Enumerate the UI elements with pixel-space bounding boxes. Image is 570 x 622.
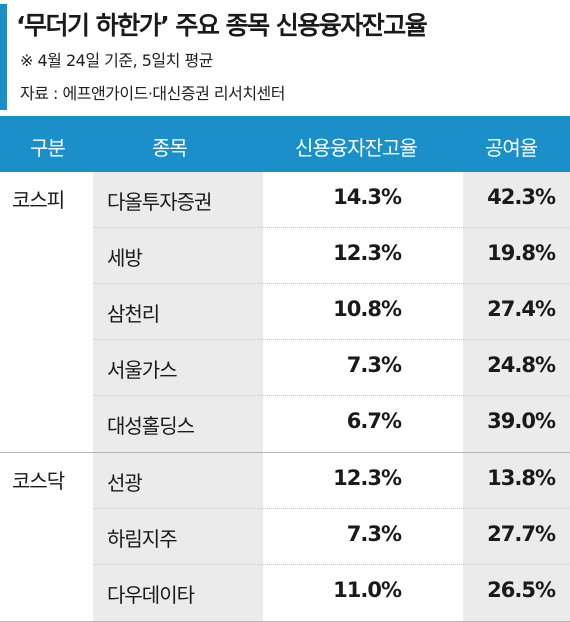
row-divider bbox=[93, 508, 570, 509]
group-label: 코스피 bbox=[12, 188, 65, 212]
supply-ratio-value: 39.0% bbox=[487, 409, 556, 433]
table-row: 다우데이타 11.0% 26.5% bbox=[0, 565, 570, 621]
table-header: 구분 종목 신용융자잔고율 공여율 bbox=[0, 116, 570, 172]
stock-name-cell: 삼천리 bbox=[93, 284, 263, 340]
chart-title: ‘무더기 하한가’ 주요 종목 신용융자잔고율 bbox=[16, 11, 428, 40]
table-row: 삼천리 10.8% 27.4% bbox=[0, 284, 570, 340]
supply-ratio-value: 24.8% bbox=[487, 353, 556, 377]
supply-ratio-value: 26.5% bbox=[487, 578, 556, 602]
credit-ratio-cell: 12.3% bbox=[263, 228, 463, 284]
stock-name: 다우데이타 bbox=[107, 583, 195, 607]
credit-ratio-value: 14.3% bbox=[333, 185, 402, 209]
supply-ratio-value: 13.8% bbox=[487, 466, 556, 490]
supply-ratio-cell: 13.8% bbox=[463, 453, 570, 509]
table-row: 서울가스 7.3% 24.8% bbox=[0, 340, 570, 396]
row-divider bbox=[93, 395, 570, 396]
table-row: 선광 12.3% 13.8% bbox=[0, 453, 570, 509]
stock-name-cell: 하림지주 bbox=[93, 509, 263, 565]
group-label: 코스닥 bbox=[12, 469, 65, 493]
stock-name: 대성홀딩스 bbox=[107, 414, 195, 438]
stock-name-cell: 서울가스 bbox=[93, 340, 263, 396]
credit-ratio-value: 12.3% bbox=[333, 241, 402, 265]
credit-ratio-cell: 6.7% bbox=[263, 396, 463, 452]
credit-ratio-value: 6.7% bbox=[346, 409, 402, 433]
table-group: 코스피 다올투자증권 14.3% 42.3% 세방 12.3% 19.8% 삼천리 10.8% 2… bbox=[0, 172, 570, 453]
credit-ratio-value: 10.8% bbox=[333, 297, 402, 321]
stock-name: 삼천리 bbox=[107, 302, 160, 326]
credit-ratio-cell: 7.3% bbox=[263, 509, 463, 565]
header-supply-ratio: 공여율 bbox=[485, 136, 538, 160]
stock-name-cell: 세방 bbox=[93, 228, 263, 284]
supply-ratio-cell: 42.3% bbox=[463, 172, 570, 228]
stock-name-cell: 다올투자증권 bbox=[93, 172, 263, 228]
table-row: 대성홀딩스 6.7% 39.0% bbox=[0, 396, 570, 452]
credit-ratio-cell: 11.0% bbox=[263, 565, 463, 621]
supply-ratio-value: 27.4% bbox=[487, 297, 556, 321]
supply-ratio-cell: 24.8% bbox=[463, 340, 570, 396]
credit-ratio-cell: 14.3% bbox=[263, 172, 463, 228]
credit-ratio-cell: 7.3% bbox=[263, 340, 463, 396]
table-row: 하림지주 7.3% 27.7% bbox=[0, 509, 570, 565]
stock-name-cell: 대성홀딩스 bbox=[93, 396, 263, 452]
table-row: 세방 12.3% 19.8% bbox=[0, 228, 570, 284]
credit-ratio-cell: 10.8% bbox=[263, 284, 463, 340]
supply-ratio-cell: 27.7% bbox=[463, 509, 570, 565]
stock-name: 다올투자증권 bbox=[107, 190, 212, 214]
credit-ratio-table: 구분 종목 신용융자잔고율 공여율 코스피 다올투자증권 14.3% 42.3% 세방 1… bbox=[0, 116, 570, 622]
group-column: 코스닥 bbox=[0, 453, 93, 621]
row-divider bbox=[93, 339, 570, 340]
table-group: 코스닥 선광 12.3% 13.8% 하림지주 7.3% 27.7% 다우데이타 11.0% 26… bbox=[0, 453, 570, 622]
stock-name: 세방 bbox=[107, 246, 143, 270]
credit-ratio-value: 7.3% bbox=[346, 353, 402, 377]
supply-ratio-cell: 39.0% bbox=[463, 396, 570, 452]
stock-name: 선광 bbox=[107, 471, 143, 495]
row-divider bbox=[93, 283, 570, 284]
supply-ratio-cell: 19.8% bbox=[463, 228, 570, 284]
basis-note: ※ 4월 24일 기준, 5일치 평균 bbox=[20, 51, 213, 70]
stock-name-cell: 선광 bbox=[93, 453, 263, 509]
credit-ratio-value: 7.3% bbox=[346, 522, 402, 546]
header-group: 구분 bbox=[30, 136, 66, 160]
stock-name: 서울가스 bbox=[107, 358, 178, 382]
supply-ratio-cell: 27.4% bbox=[463, 284, 570, 340]
header-credit-ratio: 신용융자잔고율 bbox=[295, 136, 418, 160]
supply-ratio-cell: 26.5% bbox=[463, 565, 570, 621]
credit-ratio-value: 12.3% bbox=[333, 466, 402, 490]
stock-name: 하림지주 bbox=[107, 527, 178, 551]
table-body: 코스피 다올투자증권 14.3% 42.3% 세방 12.3% 19.8% 삼천리 10.8% 2… bbox=[0, 172, 570, 622]
supply-ratio-value: 42.3% bbox=[487, 185, 556, 209]
credit-ratio-cell: 12.3% bbox=[263, 453, 463, 509]
group-column: 코스피 bbox=[0, 172, 93, 452]
header-stock: 종목 bbox=[152, 136, 188, 160]
title-accent-bar bbox=[0, 4, 7, 110]
supply-ratio-value: 19.8% bbox=[487, 241, 556, 265]
credit-ratio-value: 11.0% bbox=[333, 578, 402, 602]
supply-ratio-value: 27.7% bbox=[487, 522, 556, 546]
row-divider bbox=[93, 564, 570, 565]
row-divider bbox=[93, 227, 570, 228]
source-note: 자료 : 에프앤가이드·대신증권 리서치센터 bbox=[20, 84, 285, 103]
table-row: 다올투자증권 14.3% 42.3% bbox=[0, 172, 570, 228]
stock-name-cell: 다우데이타 bbox=[93, 565, 263, 621]
